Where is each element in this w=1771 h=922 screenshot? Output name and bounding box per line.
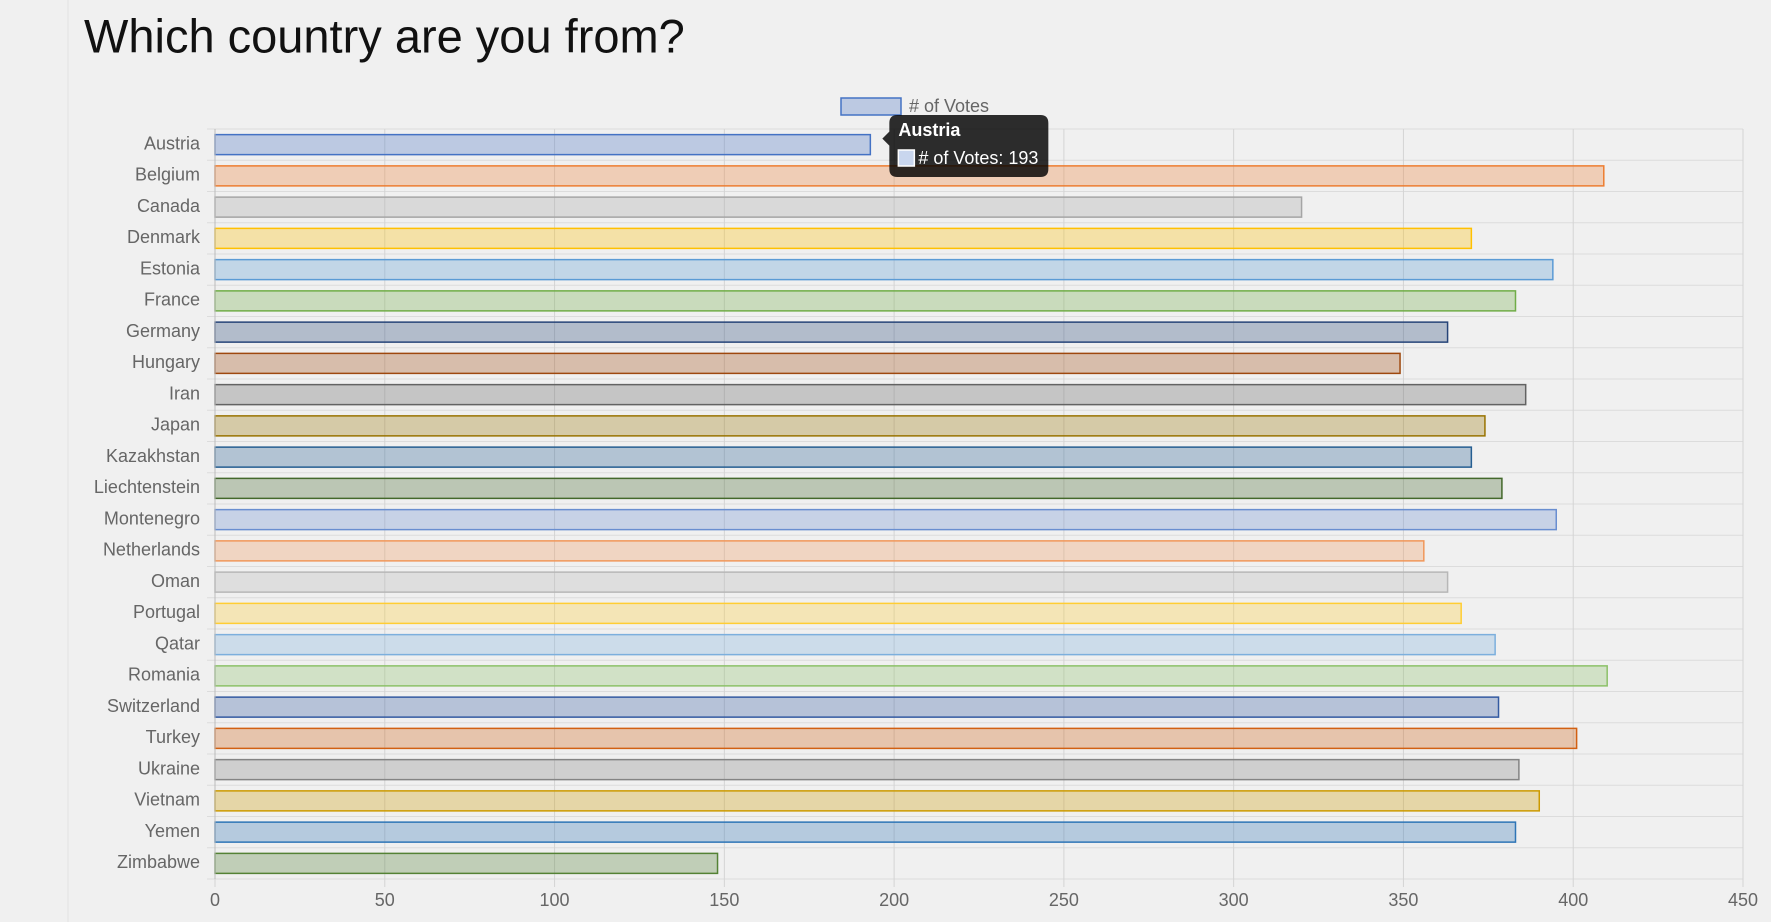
bar [214,196,1303,218]
bar [214,602,1462,625]
bar [214,508,1557,531]
y-tick-label: Belgium [135,165,200,185]
x-tick-label: 200 [879,890,909,910]
y-tick-label: Estonia [140,258,201,278]
x-tick-label: 150 [709,890,739,910]
y-tick-label: Vietnam [134,790,200,810]
y-tick-label: Oman [151,571,200,591]
y-tick-label: France [144,290,200,310]
bar [214,383,1527,406]
tooltip-title: Austria [898,120,961,140]
bar [214,540,1425,562]
tooltip-swatch [897,149,916,167]
y-tick-label: Romania [128,665,201,685]
y-tick-label: Yemen [145,821,200,841]
bar [214,227,1473,250]
x-tick-label: 100 [540,890,570,910]
bar [214,696,1500,718]
bar [214,758,1520,781]
y-tick-label: Zimbabwe [117,852,200,872]
y-tick-label: Germany [126,321,200,341]
y-tick-label: Switzerland [107,696,200,716]
bar [214,446,1473,468]
y-tick-label: Turkey [146,727,200,747]
x-tick-label: 250 [1049,890,1079,910]
bar [214,727,1578,750]
y-tick-label: Portugal [133,602,200,622]
bar [214,821,1517,843]
bar [214,290,1517,312]
legend-label: # of Votes [909,96,989,116]
x-tick-label: 350 [1388,890,1418,910]
y-tick-label: Japan [151,415,200,435]
bar [214,477,1503,500]
bar [214,571,1449,593]
bar [214,633,1496,656]
x-tick-label: 450 [1728,890,1758,910]
y-tick-label: Qatar [155,633,200,653]
bar [214,321,1449,343]
y-tick-label: Montenegro [104,508,200,528]
y-tick-label: Austria [144,133,201,153]
y-tick-label: Kazakhstan [106,446,200,466]
bar [214,352,1401,375]
tooltip-box [882,115,1049,177]
y-tick-label: Liechtenstein [94,477,200,497]
y-tick-label: Ukraine [138,758,200,778]
bar [214,852,719,875]
bar [214,665,1608,687]
bar [214,258,1554,281]
x-tick-label: 300 [1219,890,1249,910]
y-tick-label: Hungary [132,352,200,372]
chart-title: Which country are you from? [84,9,685,62]
y-tick-label: Iran [169,383,200,403]
y-tick-label: Canada [137,196,201,216]
y-tick-label: Denmark [127,227,201,247]
x-tick-label: 400 [1558,890,1588,910]
bar [214,133,872,156]
tooltip-label: # of Votes: 193 [918,148,1038,168]
tooltip: Austria # of Votes: 193 [882,115,1049,177]
x-tick-label: 0 [210,890,220,910]
bar [214,790,1541,812]
y-tick-label: Netherlands [103,540,200,560]
legend-swatch [840,97,902,116]
x-tick-label: 50 [375,890,395,910]
bar [214,415,1486,437]
